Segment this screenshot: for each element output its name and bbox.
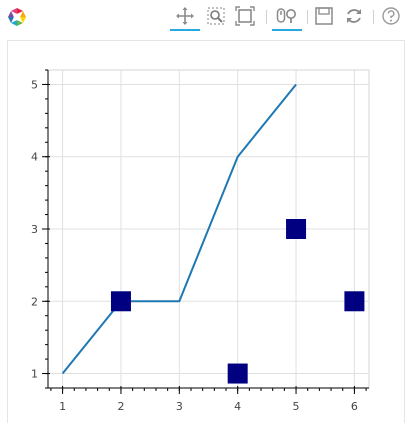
line-series: [61, 83, 297, 375]
x-tick-label: 1: [59, 400, 66, 413]
y-tick-label: 4: [31, 151, 38, 164]
scatter-square-point: [286, 219, 307, 239]
wheel-zoom-tool-button[interactable]: [272, 5, 302, 31]
help-icon: [382, 7, 400, 25]
zoom-in-tool-button[interactable]: [234, 5, 256, 27]
x-tick-label: 3: [176, 400, 183, 413]
y-tick-label: 5: [31, 78, 38, 91]
x-tick-label: 2: [117, 400, 124, 413]
pan-icon: [176, 7, 194, 25]
scatter-square-point: [227, 363, 248, 384]
help-tool-button[interactable]: [380, 5, 402, 27]
reset-icon: [347, 9, 361, 23]
box-zoom-icon: [207, 7, 225, 25]
toolbar-separator: [266, 10, 267, 24]
series-layer: [61, 83, 365, 384]
save-tool-button[interactable]: [313, 5, 335, 27]
y-tick-label: 2: [31, 295, 38, 308]
y-axis: 1 2 3 4 5: [31, 69, 50, 389]
reset-tool-button[interactable]: [343, 5, 365, 27]
y-tick-label: 3: [31, 223, 38, 236]
scatter-square-point: [110, 291, 131, 312]
x-axis: 1 2 3 4 5 6: [48, 386, 369, 413]
zoom-in-icon: [235, 6, 255, 26]
save-icon: [315, 7, 333, 25]
x-tick-label: 4: [234, 400, 241, 413]
wheel-zoom-icon: [276, 8, 296, 23]
bokeh-logo-icon[interactable]: [6, 6, 28, 28]
y-tick-label: 1: [31, 368, 38, 381]
box-zoom-tool-button[interactable]: [205, 5, 227, 27]
pan-tool-button[interactable]: [170, 5, 200, 31]
scatter-square-point: [344, 291, 365, 312]
x-tick-label: 6: [351, 400, 358, 413]
toolbar: [0, 0, 412, 34]
x-tick-label: 5: [293, 400, 300, 413]
plot-frame: [7, 40, 405, 423]
toolbar-separator: [373, 10, 374, 24]
toolbar-separator: [307, 10, 308, 24]
